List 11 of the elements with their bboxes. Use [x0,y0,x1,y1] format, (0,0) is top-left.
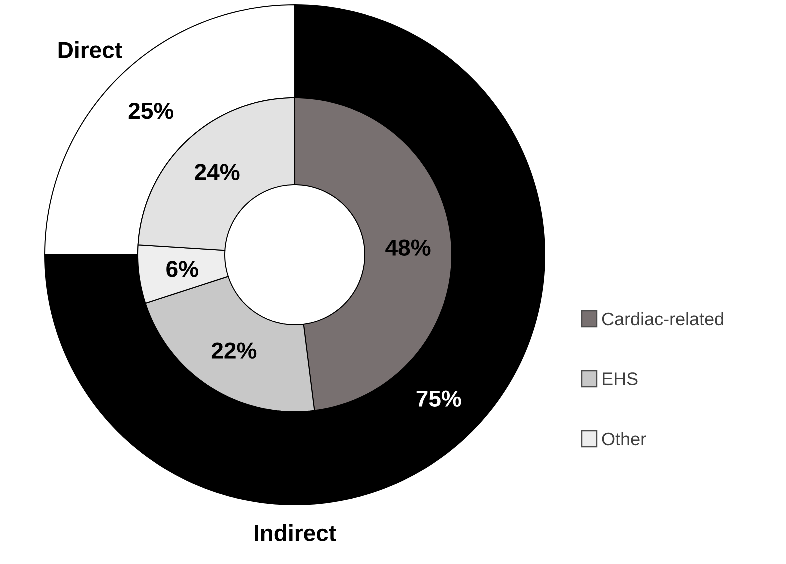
data-label: 25% [128,102,174,120]
legend-label: Other [602,432,646,446]
data-label: 22% [212,342,257,359]
data-label: 24% [195,164,240,180]
legend-label: Cardiac-related [602,312,724,326]
data-label: 75% [416,390,462,407]
slice-label: Indirect [255,524,336,542]
legend-label: EHS [603,372,638,386]
data-label: 6% [166,261,198,278]
slice-label: Direct [58,41,122,58]
data-label: 48% [386,240,431,256]
